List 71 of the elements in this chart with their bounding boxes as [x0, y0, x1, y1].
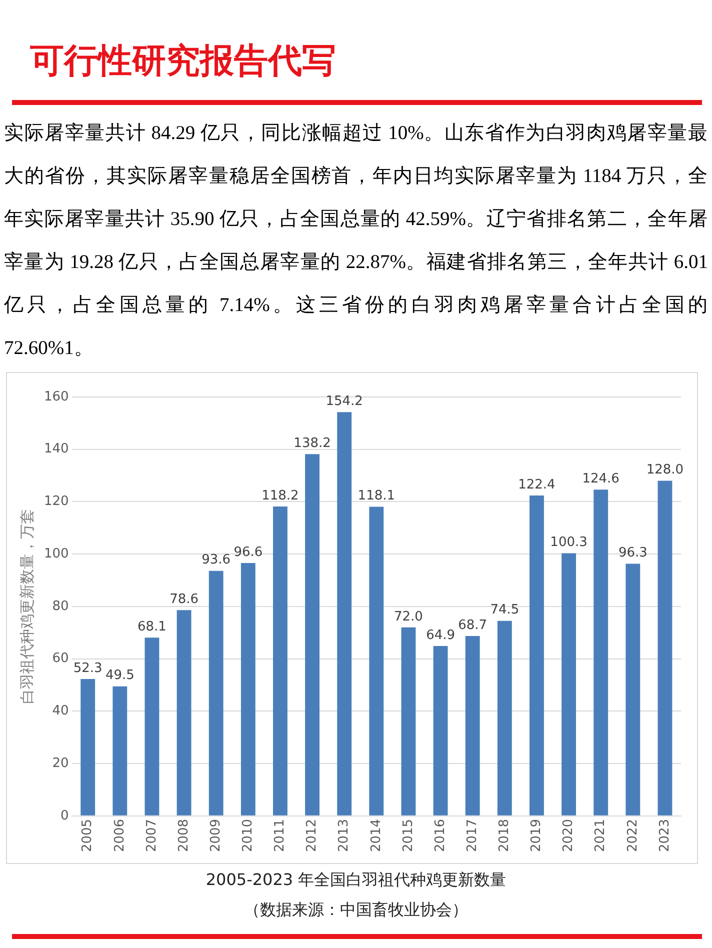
bar — [337, 412, 352, 816]
bar — [305, 454, 320, 816]
bar — [497, 620, 512, 816]
bar — [530, 495, 544, 816]
data-label: 52.3 — [73, 660, 102, 676]
x-tick-label: 2012 — [304, 818, 320, 852]
bar — [433, 646, 448, 816]
data-label: 68.7 — [458, 618, 488, 633]
x-tick-label: 2022 — [625, 818, 640, 852]
y-axis-title: 白羽祖代种鸡更新数量，万套 — [18, 508, 36, 704]
y-tick-label: 120 — [44, 494, 69, 510]
y-tick-label: 40 — [52, 704, 69, 719]
bar — [208, 570, 224, 816]
data-label: 122.4 — [518, 477, 556, 492]
data-label: 78.6 — [170, 592, 199, 607]
data-label: 96.6 — [234, 544, 263, 560]
bar — [144, 638, 160, 816]
x-tick-label: 2008 — [176, 818, 192, 852]
x-tick-label: 2013 — [336, 818, 352, 852]
text: 2005-2023 年全国白羽祖代种鸡更新数量 — [204, 870, 508, 891]
x-tick-label: 2021 — [593, 818, 608, 852]
bar — [594, 490, 608, 816]
data-label: 124.6 — [582, 472, 620, 487]
data-label: 118.1 — [358, 488, 396, 504]
y-tick-label: 80 — [52, 598, 69, 614]
data-label: 100.3 — [550, 535, 588, 550]
data-label: 68.1 — [137, 619, 166, 634]
data-label: 96.3 — [618, 546, 648, 561]
x-tick-label: 2007 — [144, 818, 160, 852]
x-tick-label: 2017 — [464, 818, 480, 852]
data-label: 138.2 — [294, 436, 331, 451]
x-tick-label: 2010 — [240, 818, 256, 852]
x-tick-label: 2020 — [561, 818, 576, 852]
chart-subtitle: 实际屠宰量共计 84.29 亿只，同比涨幅超过 10%。山东省作为白羽肉鸡屠宰量最大的省份，其实际屠宰量稳居全国榜首，年内日均实际屠宰量为 1184 万只，全年实际屠宰量共计 35.90 亿只，占全国总量的 42.59%。辽宁省排名第二，全年屠宰量为 19.28 亿只，占全国总屠宰量的 22.87%。福建省排名第三，全年共计 6.01 亿只，占全国总量的 7.14%。这三省份的白羽肉鸡屠宰量合计占全国的 72.60%1。 — [4, 122, 708, 361]
data-label: 118.2 — [262, 488, 299, 504]
x-tick-label: 2015 — [400, 818, 416, 852]
x-tick-label: 2011 — [272, 818, 288, 852]
bar — [273, 506, 288, 816]
x-tick-label: 2016 — [432, 818, 448, 852]
x-tick-label: 2023 — [657, 818, 672, 852]
x-tick-label: 2014 — [368, 818, 384, 852]
x-tick-label: 2019 — [529, 818, 544, 852]
bar — [401, 627, 416, 816]
data-label: 128.0 — [646, 462, 684, 478]
bar — [176, 610, 192, 816]
x-tick-label: 2005 — [80, 818, 96, 852]
x-tick-label: 2006 — [112, 818, 128, 852]
y-tick-label: 0 — [60, 808, 69, 824]
bar — [658, 480, 672, 816]
chart-title: 可行性研究报告代写 — [30, 40, 336, 83]
bar — [112, 686, 128, 816]
x-tick-label: 2009 — [208, 818, 224, 852]
data-label: 74.5 — [490, 602, 520, 618]
data-label: 64.9 — [426, 628, 456, 643]
text: （数据来源：中国畜牧业协会） — [243, 900, 469, 921]
x-tick-label: 2018 — [497, 818, 512, 852]
data-label: 93.6 — [202, 552, 231, 568]
y-tick-label: 20 — [52, 756, 69, 771]
bar — [240, 562, 256, 816]
data-label: 72.0 — [394, 609, 423, 624]
y-tick-label: 140 — [44, 442, 69, 457]
bar — [465, 636, 480, 816]
data-label: 49.5 — [105, 668, 134, 684]
y-tick-label: 160 — [44, 389, 69, 404]
y-tick-label: 60 — [52, 651, 69, 666]
bar — [80, 678, 96, 816]
bar — [626, 564, 640, 816]
bar — [369, 506, 384, 816]
y-tick-label: 100 — [44, 546, 69, 562]
data-label: 154.2 — [326, 394, 363, 410]
bar — [562, 553, 576, 816]
